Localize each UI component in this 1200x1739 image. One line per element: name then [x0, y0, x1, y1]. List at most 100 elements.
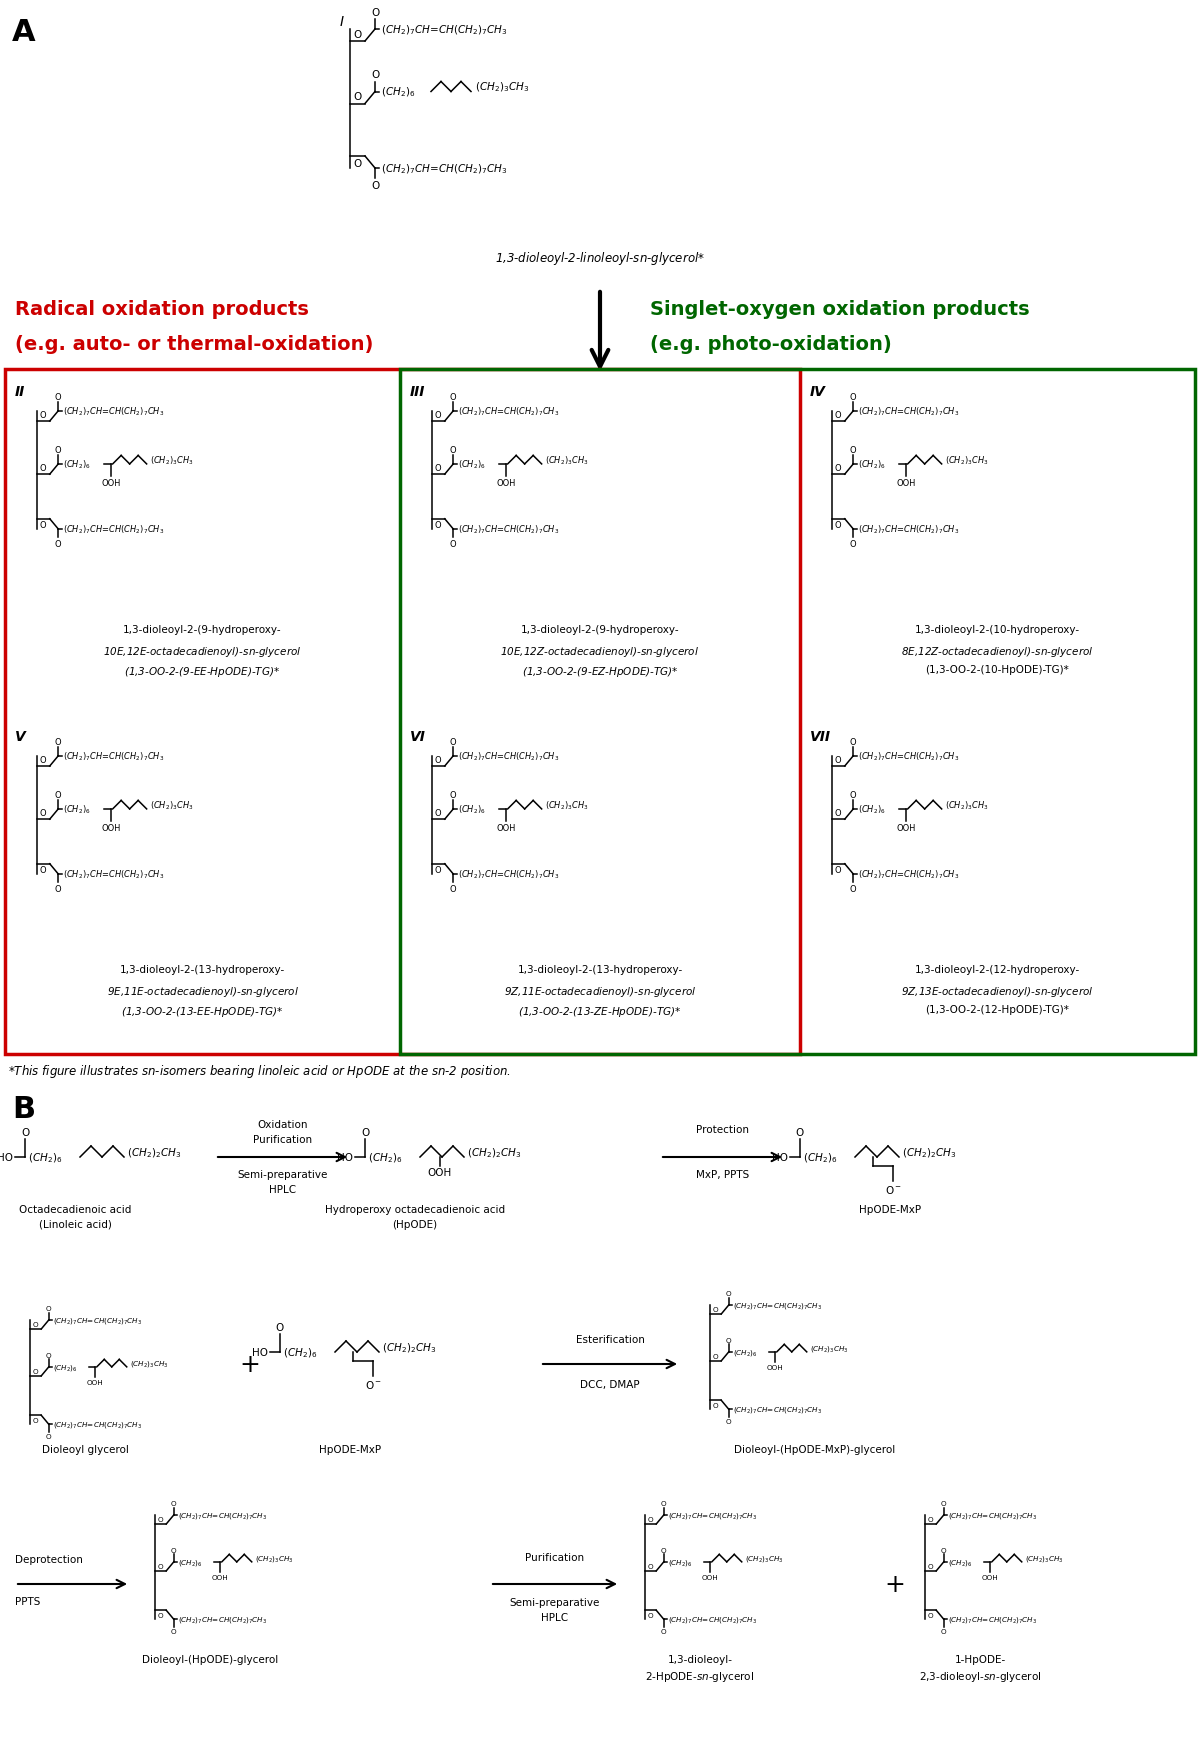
Text: 9$Z$,11$E$-octadecadienoyl)-$sn$-glycerol: 9$Z$,11$E$-octadecadienoyl)-$sn$-glycero…: [504, 984, 696, 998]
Text: O: O: [353, 30, 361, 40]
Text: 1,3-dioleoyl-2-(13-hydroperoxy-: 1,3-dioleoyl-2-(13-hydroperoxy-: [517, 965, 683, 974]
Text: $(CH_2)_6$: $(CH_2)_6$: [858, 459, 886, 471]
Text: O: O: [850, 445, 857, 454]
Text: OOH: OOH: [896, 478, 916, 487]
Text: $(CH_2)_3CH_3$: $(CH_2)_3CH_3$: [545, 798, 588, 812]
Text: Dioleoyl-(HpODE)-glycerol: Dioleoyl-(HpODE)-glycerol: [142, 1654, 278, 1664]
Text: (1,3-OO-2-(10-HpODE)-TG)*: (1,3-OO-2-(10-HpODE)-TG)*: [925, 664, 1069, 675]
Text: O: O: [850, 393, 857, 402]
Text: $(CH_2)_3CH_3$: $(CH_2)_3CH_3$: [254, 1553, 293, 1563]
Bar: [400, 370, 1195, 1054]
Text: V: V: [14, 730, 25, 744]
Text: OOH: OOH: [101, 478, 121, 487]
Text: Octadecadienoic acid: Octadecadienoic acid: [19, 1205, 131, 1214]
Text: $(CH_2)_2CH_3$: $(CH_2)_2CH_3$: [382, 1341, 436, 1355]
Text: O: O: [450, 539, 456, 550]
Text: HPLC: HPLC: [541, 1612, 569, 1622]
Text: $(CH_2)_7CH\!=\!CH(CH_2)_7CH_3$: $(CH_2)_7CH\!=\!CH(CH_2)_7CH_3$: [53, 1315, 143, 1325]
Text: $(CH_2)_6$: $(CH_2)_6$: [283, 1346, 317, 1358]
Text: $(CH_2)_7CH\!=\!CH(CH_2)_7CH_3$: $(CH_2)_7CH\!=\!CH(CH_2)_7CH_3$: [948, 1509, 1037, 1520]
Text: O: O: [55, 885, 61, 894]
Text: PPTS: PPTS: [14, 1596, 41, 1607]
Text: O: O: [928, 1563, 934, 1570]
Text: IV: IV: [810, 384, 826, 398]
Text: 1,3-dioleoyl-2-(13-hydroperoxy-: 1,3-dioleoyl-2-(13-hydroperoxy-: [120, 965, 286, 974]
Text: OOH: OOH: [212, 1574, 229, 1581]
Text: OOH: OOH: [428, 1167, 452, 1177]
Text: O: O: [661, 1501, 666, 1506]
Text: O: O: [450, 885, 456, 894]
Text: Protection: Protection: [696, 1125, 749, 1134]
Text: $(CH_2)_3CH_3$: $(CH_2)_3CH_3$: [946, 798, 989, 812]
Text: $(CH_2)_3CH_3$: $(CH_2)_3CH_3$: [130, 1358, 168, 1369]
Bar: [5, 370, 800, 1054]
Text: $(CH_2)_2CH_3$: $(CH_2)_2CH_3$: [902, 1146, 956, 1160]
Text: (1,3-OO-2-(9-$EE$-HpODE)-TG)*: (1,3-OO-2-(9-$EE$-HpODE)-TG)*: [125, 664, 281, 678]
Text: $(CH_2)_7CH\!=\!CH(CH_2)_7CH_3$: $(CH_2)_7CH\!=\!CH(CH_2)_7CH_3$: [53, 1419, 143, 1429]
Text: 9$E$,11$E$-octadecadienoyl)-$sn$-glycerol: 9$E$,11$E$-octadecadienoyl)-$sn$-glycero…: [107, 984, 299, 998]
Text: 1,3-dioleoyl-: 1,3-dioleoyl-: [667, 1654, 732, 1664]
Text: O: O: [353, 158, 361, 169]
Text: 1,3-dioleoyl-2-(9-hydroperoxy-: 1,3-dioleoyl-2-(9-hydroperoxy-: [124, 624, 282, 635]
Text: $(CH_2)_7CH\!=\!CH(CH_2)_7CH_3$: $(CH_2)_7CH\!=\!CH(CH_2)_7CH_3$: [858, 750, 960, 763]
Text: Dioleoyl glycerol: Dioleoyl glycerol: [42, 1443, 128, 1454]
Text: $(CH_2)_7CH\!=\!CH(CH_2)_7CH_3$: $(CH_2)_7CH\!=\!CH(CH_2)_7CH_3$: [458, 750, 559, 763]
Text: OOH: OOH: [702, 1574, 719, 1581]
Text: $(CH_2)_7CH\!=\!CH(CH_2)_7CH_3$: $(CH_2)_7CH\!=\!CH(CH_2)_7CH_3$: [668, 1509, 757, 1520]
Text: $(CH_2)_7CH\!=\!CH(CH_2)_7CH_3$: $(CH_2)_7CH\!=\!CH(CH_2)_7CH_3$: [858, 868, 960, 880]
Text: O: O: [835, 522, 841, 530]
Text: O: O: [40, 464, 47, 473]
Text: O: O: [434, 756, 442, 765]
Text: 1-HpODE-: 1-HpODE-: [954, 1654, 1006, 1664]
Text: $(CH_2)_6$: $(CH_2)_6$: [458, 803, 486, 816]
Text: O: O: [434, 809, 442, 817]
Text: (Linoleic acid): (Linoleic acid): [38, 1219, 112, 1229]
Text: O: O: [55, 737, 61, 746]
Text: $(CH_2)_7CH\!=\!CH(CH_2)_7CH_3$: $(CH_2)_7CH\!=\!CH(CH_2)_7CH_3$: [382, 23, 508, 37]
Text: +: +: [240, 1353, 260, 1376]
Text: OOH: OOH: [767, 1363, 784, 1370]
Text: O: O: [434, 522, 442, 530]
Text: O: O: [55, 790, 61, 800]
Text: HpODE-MxP: HpODE-MxP: [859, 1205, 922, 1214]
Text: Purification: Purification: [526, 1553, 584, 1562]
Text: O: O: [170, 1501, 176, 1506]
Text: VI: VI: [410, 730, 426, 744]
Text: O: O: [661, 1628, 666, 1635]
Text: O: O: [371, 71, 379, 80]
Text: HpODE-MxP: HpODE-MxP: [319, 1443, 382, 1454]
Text: $(CH_2)_6$: $(CH_2)_6$: [382, 85, 415, 99]
Text: $(CH_2)_7CH\!=\!CH(CH_2)_7CH_3$: $(CH_2)_7CH\!=\!CH(CH_2)_7CH_3$: [948, 1614, 1037, 1624]
Text: O: O: [941, 1628, 947, 1635]
Text: O: O: [170, 1628, 176, 1635]
Text: O: O: [40, 866, 47, 875]
Text: O: O: [450, 737, 456, 746]
Text: O: O: [850, 737, 857, 746]
Text: $(CH_2)_7CH\!=\!CH(CH_2)_7CH_3$: $(CH_2)_7CH\!=\!CH(CH_2)_7CH_3$: [858, 405, 960, 417]
Text: OOH: OOH: [497, 478, 516, 487]
Text: OOH: OOH: [896, 823, 916, 831]
Text: O: O: [20, 1127, 29, 1137]
Text: $(CH_2)_7CH\!=\!CH(CH_2)_7CH_3$: $(CH_2)_7CH\!=\!CH(CH_2)_7CH_3$: [382, 162, 508, 176]
Text: 1,3-dioleoyl-2-(12-hydroperoxy-: 1,3-dioleoyl-2-(12-hydroperoxy-: [914, 965, 1080, 974]
Text: O: O: [928, 1612, 934, 1617]
Text: Radical oxidation products: Radical oxidation products: [14, 299, 308, 318]
Text: O: O: [835, 809, 841, 817]
Text: O: O: [361, 1127, 370, 1137]
Text: OOH: OOH: [101, 823, 121, 831]
Text: DCC, DMAP: DCC, DMAP: [580, 1379, 640, 1389]
Text: O: O: [434, 464, 442, 473]
Text: O: O: [371, 181, 379, 191]
Text: Semi-preparative: Semi-preparative: [238, 1169, 328, 1179]
Text: (1,3-OO-2-(9-$EZ$-HpODE)-TG)*: (1,3-OO-2-(9-$EZ$-HpODE)-TG)*: [522, 664, 678, 678]
Text: $(CH_2)_6$: $(CH_2)_6$: [64, 459, 91, 471]
Text: $(CH_2)_7CH\!=\!CH(CH_2)_7CH_3$: $(CH_2)_7CH\!=\!CH(CH_2)_7CH_3$: [64, 750, 164, 763]
Text: O: O: [276, 1322, 284, 1332]
Text: O: O: [40, 410, 47, 421]
Text: B: B: [12, 1094, 35, 1123]
Text: 10$E$,12$Z$-octadecadienoyl)-$sn$-glycerol: 10$E$,12$Z$-octadecadienoyl)-$sn$-glycer…: [500, 645, 700, 659]
Text: O: O: [40, 809, 47, 817]
Text: I: I: [340, 16, 344, 30]
Text: O: O: [371, 9, 379, 17]
Text: O: O: [450, 790, 456, 800]
